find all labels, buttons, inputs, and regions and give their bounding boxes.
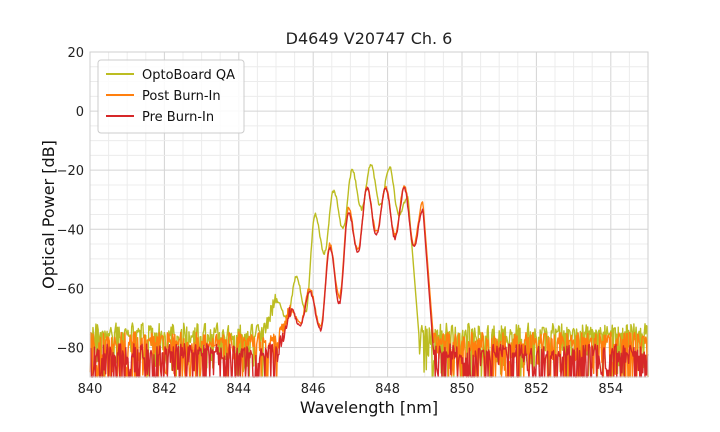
legend: OptoBoard QA Post Burn-In Pre Burn-In [97,59,245,134]
y-tick-label: 20 [67,46,84,61]
y-tick-label: 0 [76,105,84,120]
y-tick-label: −20 [57,164,84,179]
tick-labels: 840 842 844 846 848 850 852 854 −80 −60 −40 −20 0 20 [57,46,624,397]
x-tick-label: 850 [450,382,475,397]
chart-title: D4649 V20747 Ch. 6 [286,29,453,48]
legend-label: Post Burn-In [142,89,221,104]
legend-box [97,59,245,134]
x-tick-label: 846 [301,382,326,397]
y-tick-label: −40 [57,223,84,238]
y-tick-label: −80 [57,341,84,356]
x-tick-label: 842 [152,382,177,397]
x-tick-label: 852 [524,382,549,397]
x-tick-label: 840 [78,382,103,397]
x-tick-label: 848 [375,382,400,397]
y-axis-label: Optical Power [dB] [39,140,58,289]
y-tick-label: −60 [57,282,84,297]
x-tick-label: 844 [226,382,251,397]
x-axis-label: Wavelength [nm] [300,398,438,417]
legend-label: Pre Burn-In [142,110,214,125]
legend-label: OptoBoard QA [142,68,235,83]
plot-frame [89,51,649,378]
x-tick-label: 854 [598,382,623,397]
